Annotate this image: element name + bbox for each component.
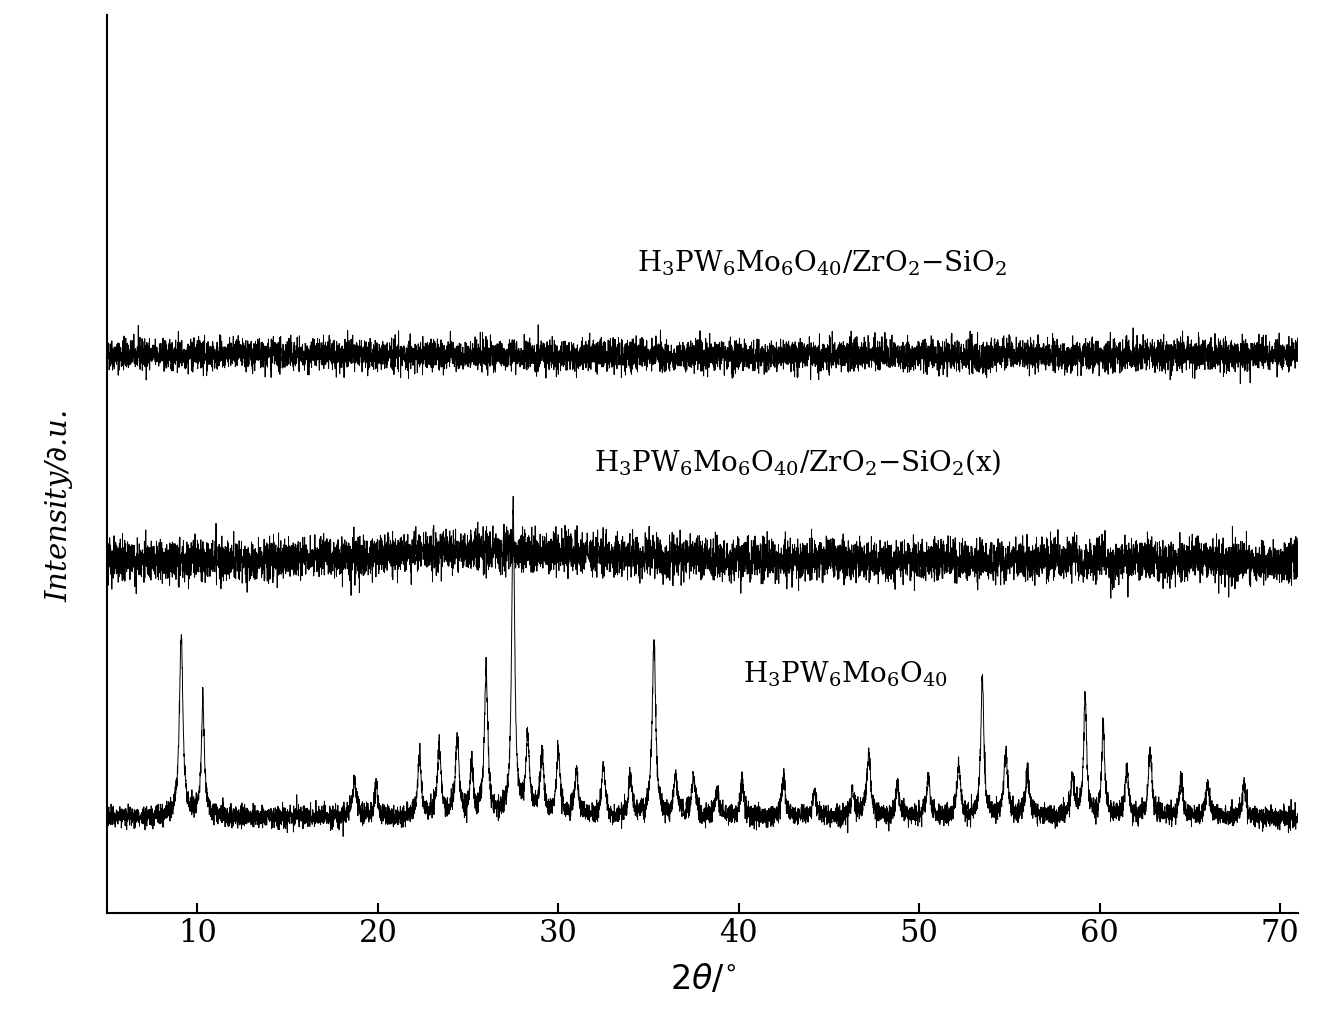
Text: $\mathregular{H_3PW_6Mo_6O_{40}/ZrO_2}$$\mathregular{-SiO_2}$: $\mathregular{H_3PW_6Mo_6O_{40}/ZrO_2}$$…: [637, 249, 1006, 278]
X-axis label: $2\theta/^{\circ}$: $2\theta/^{\circ}$: [669, 963, 736, 996]
Text: Intensity/$\partial$.u.: Intensity/$\partial$.u.: [43, 409, 75, 602]
Text: $\mathregular{H_3PW_6Mo_6O_{40}}$: $\mathregular{H_3PW_6Mo_6O_{40}}$: [743, 659, 948, 688]
Text: $\mathregular{H_3PW_6Mo_6O_{40}/ZrO_2}$$\mathregular{-SiO_2(x)}$: $\mathregular{H_3PW_6Mo_6O_{40}/ZrO_2}$$…: [594, 447, 1002, 477]
